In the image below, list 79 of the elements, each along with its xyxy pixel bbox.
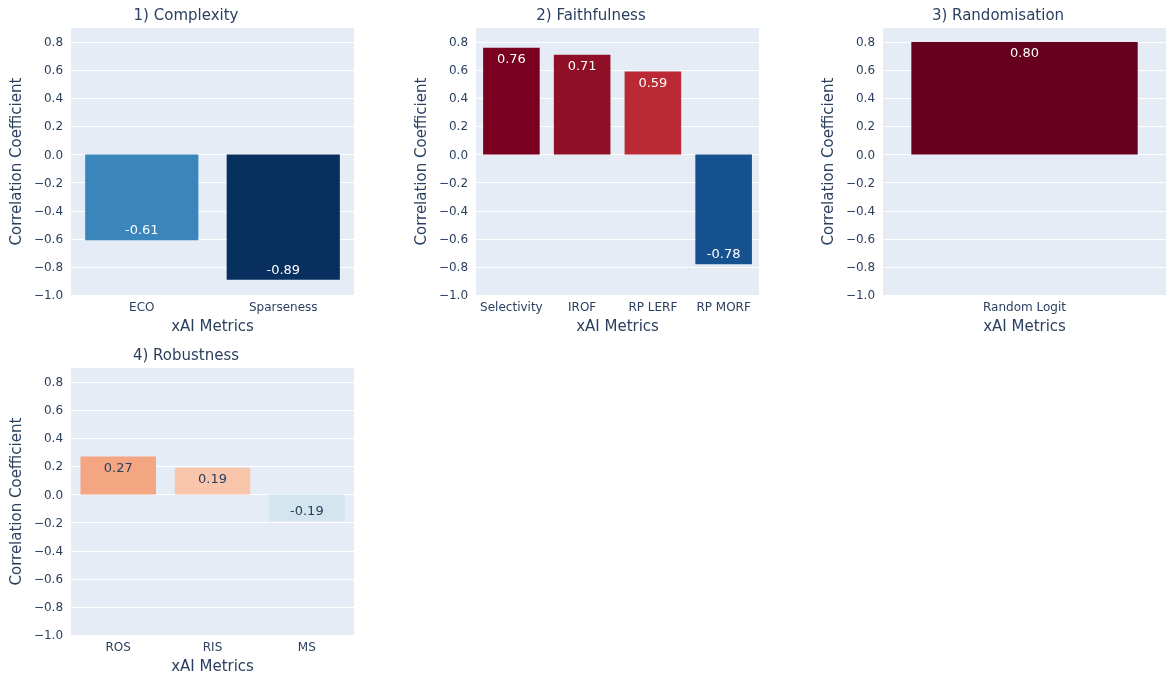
y-tick-label: −1.0 [33,628,64,643]
y-tick-label: −0.8 [33,599,64,614]
chart-title: 4) Robustness [132,345,240,364]
y-axis-title: Correlation Coefficient [411,77,430,246]
x-tick-label: Selectivity [480,300,543,315]
x-tick-label: RIS [202,640,223,655]
y-tick-label: 0.2 [448,119,469,134]
y-tick-label: −0.4 [438,203,469,218]
data-label: 0.71 [567,57,597,73]
data-label: -0.61 [124,222,159,238]
y-tick-label: −1.0 [845,288,876,303]
y-tick-label: 0.2 [43,459,64,474]
chart-title: 2) Faithfulness [536,5,646,24]
bar [174,467,251,495]
y-tick-label: 0.6 [43,403,64,418]
y-tick-label: −0.4 [845,203,876,218]
x-axis-title: xAI Metrics [171,316,255,335]
y-tick-label: −0.6 [438,231,469,246]
bar [553,54,611,155]
y-tick-label: 0.2 [855,119,876,134]
y-tick-label: 0.4 [43,91,64,106]
y-axis-title: Correlation Coefficient [6,417,25,586]
bar [80,456,156,495]
y-tick-label: −0.8 [33,259,64,274]
y-tick-label: −0.2 [33,175,64,190]
bar [695,154,752,265]
bar [483,47,540,155]
y-tick-label: −0.4 [33,203,64,218]
y-tick-label: −1.0 [33,288,64,303]
data-label: -0.89 [266,261,301,277]
chart-title: 3) Randomisation [931,5,1065,24]
x-tick-label: RP MORF [696,300,751,315]
data-label: 0.27 [103,459,133,475]
y-tick-label: −0.6 [33,571,64,586]
y-tick-label: 0.0 [43,147,64,162]
x-tick-label: ECO [129,300,155,315]
x-axis-title: xAI Metrics [171,656,255,675]
y-tick-label: −0.6 [33,231,64,246]
y-tick-label: 0.4 [855,91,876,106]
x-axis-title: xAI Metrics [576,316,660,335]
y-tick-label: 0.6 [448,63,469,78]
y-tick-label: −0.8 [845,259,876,274]
data-label: -0.19 [290,503,324,519]
data-label: 0.19 [198,470,227,486]
y-axis-title: Correlation Coefficient [6,77,25,246]
data-label: 0.80 [1010,45,1039,61]
y-tick-label: 0.6 [855,63,876,78]
y-tick-label: 0.8 [43,35,64,50]
y-tick-label: 0.4 [43,431,64,446]
data-label: 0.59 [638,74,668,90]
y-tick-label: 0.8 [448,35,469,50]
y-tick-label: 0.4 [448,91,469,106]
y-tick-label: −0.6 [845,231,876,246]
chart-title: 1) Complexity [133,5,239,24]
bar [624,71,682,155]
y-tick-label: 0.0 [43,487,64,502]
x-axis-title: xAI Metrics [983,316,1067,335]
y-tick-label: −0.2 [33,515,64,530]
y-axis-title: Correlation Coefficient [818,77,837,246]
x-tick-label: MS [297,640,316,655]
y-tick-label: −1.0 [438,288,469,303]
y-tick-label: 0.0 [855,147,876,162]
x-tick-label: RP LERF [628,300,678,315]
y-tick-label: 0.2 [43,119,64,134]
x-tick-label: Random Logit [983,300,1067,315]
y-tick-label: −0.8 [438,259,469,274]
y-tick-label: 0.6 [43,63,64,78]
y-tick-label: −0.2 [845,175,876,190]
x-tick-label: IROF [568,300,597,315]
y-tick-label: −0.2 [438,175,469,190]
y-tick-label: 0.8 [43,375,64,390]
data-label: 0.76 [496,50,526,66]
y-tick-label: 0.8 [855,35,876,50]
x-tick-label: Sparseness [248,300,318,315]
y-tick-label: 0.0 [448,147,469,162]
x-tick-label: ROS [105,640,131,655]
y-tick-label: −0.4 [33,543,64,558]
bar [269,494,345,522]
data-label: -0.78 [706,246,741,262]
